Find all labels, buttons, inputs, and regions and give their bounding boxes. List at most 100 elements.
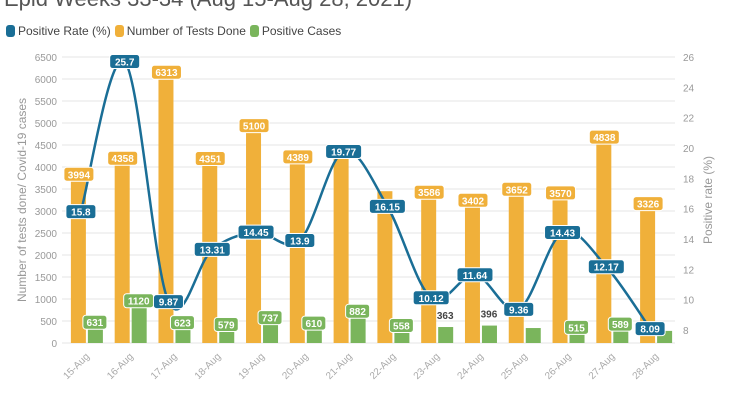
x-tick-label: 21-Aug [324,351,355,382]
rate-data-label: 13.31 [200,245,225,256]
cases-data-label: 363 [437,311,454,322]
tests-bar [640,196,656,343]
rate-data-label-bg [193,241,231,257]
tests-data-label-bg [194,151,226,167]
x-tick-label: 27-Aug [587,351,618,382]
legend-item-cases[interactable]: Positive Cases [249,24,341,38]
x-tick-label: 15-Aug [61,351,92,382]
y-tick-label: 5000 [35,119,58,130]
y-tick-label: 2500 [35,229,58,240]
x-tick-label: 26-Aug [543,351,574,382]
y-tick-label: 4500 [35,141,58,152]
y2-tick-label: 8 [683,326,689,337]
y2-tick-label: 14 [683,235,695,246]
tests-data-label-bg [413,184,445,200]
legend: Positive Rate (%) Number of Tests Done P… [6,24,341,38]
rate-data-label-bg [587,259,625,275]
x-tick-label: 25-Aug [499,351,530,382]
tests-data-label: 4358 [112,154,135,165]
rate-data-label: 16.15 [375,202,400,213]
y-tick-label: 6500 [35,53,58,64]
tests-data-label: 3994 [68,170,91,181]
x-tick-label: 28-Aug [631,351,662,382]
cases-data-label-bg [169,315,195,331]
y-tick-label: 0 [51,339,57,350]
y2-tick-label: 20 [683,144,695,155]
tests-data-label: 6313 [155,68,178,79]
cases-data-label-bg [607,316,633,332]
cases-bar [525,328,541,343]
cases-bar [438,327,454,343]
tests-bar [508,182,524,343]
legend-item-tests[interactable]: Number of Tests Done [114,24,246,38]
y2-tick-label: 16 [683,205,695,216]
rate-data-label-bg [65,204,97,220]
legend-swatch [6,25,15,37]
y-tick-label: 1000 [35,295,58,306]
chart-title: Epid Weeks 33-34 (Aug 15-Aug 28, 2021) [4,0,412,12]
rate-data-label-bg [412,290,450,306]
rate-data-label-bg [544,224,582,240]
y2-axis-title: Positive rate (%) [701,156,715,244]
tests-data-label-bg [150,64,182,80]
legend-item-rate[interactable]: Positive Rate (%) [6,24,111,38]
rate-data-label: 13.9 [290,236,310,247]
tests-data-label: 5100 [243,122,266,133]
x-tick-label: 24-Aug [456,351,487,382]
tests-bar [377,191,393,343]
cases-data-label: 610 [305,319,322,330]
y2-tick-label: 26 [683,53,695,64]
y-tick-label: 500 [40,317,57,328]
tests-bar [333,149,349,343]
cases-data-label: 1120 [128,297,150,308]
tests-data-label-bg [107,150,139,166]
legend-label: Number of Tests Done [126,24,246,38]
rate-data-label-bg [237,224,275,240]
y2-tick-label: 18 [683,174,695,185]
x-tick-label: 19-Aug [237,351,268,382]
x-tick-label: 17-Aug [149,351,180,382]
rate-data-label: 9.36 [509,305,529,316]
tests-data-label: 3652 [506,185,529,196]
rate-data-label: 9.87 [159,298,179,309]
rate-data-label-bg [456,267,494,283]
rate-data-label: 15.8 [71,208,91,219]
y-tick-label: 4000 [35,163,58,174]
cases-data-label-bg [301,315,327,331]
rate-data-label: 11.64 [463,271,488,282]
cases-bar [481,325,497,343]
y-axis-title: Number of tests done/ Covid-19 cases [15,98,29,302]
y2-tick-label: 22 [683,114,695,125]
y-tick-label: 6000 [35,75,58,86]
x-tick-label: 16-Aug [105,351,136,382]
cases-data-label-bg [345,303,371,319]
tests-data-label-bg [632,196,664,212]
tests-data-label-bg [545,185,577,201]
rate-data-label-bg [152,294,184,310]
tests-bar [596,130,612,343]
rate-data-label-bg [284,232,316,248]
tests-data-label: 3586 [418,188,441,199]
tests-data-label-bg [588,129,620,145]
y-tick-label: 3500 [35,185,58,196]
tests-bar [552,185,568,343]
cases-data-label-bg [82,314,108,330]
tests-data-label-bg [282,149,314,165]
cases-data-label: 396 [481,310,498,321]
cases-data-label-bg [388,317,414,333]
cases-data-label: 558 [393,321,410,332]
x-tick-label: 20-Aug [280,351,311,382]
tests-data-label: 3402 [462,196,485,207]
y-tick-label: 1500 [35,273,58,284]
cases-data-label: 737 [262,314,279,325]
rate-data-label-bg [634,321,666,337]
cases-data-label: 623 [174,319,191,330]
cases-data-label: 589 [612,320,629,331]
tests-data-label-bg [457,192,489,208]
rate-data-label: 8.09 [640,325,660,336]
y2-tick-label: 12 [683,265,695,276]
tests-data-label-bg [238,118,270,134]
legend-label: Positive Rate (%) [18,24,111,38]
legend-swatch [114,25,124,37]
legend-swatch [249,25,259,37]
